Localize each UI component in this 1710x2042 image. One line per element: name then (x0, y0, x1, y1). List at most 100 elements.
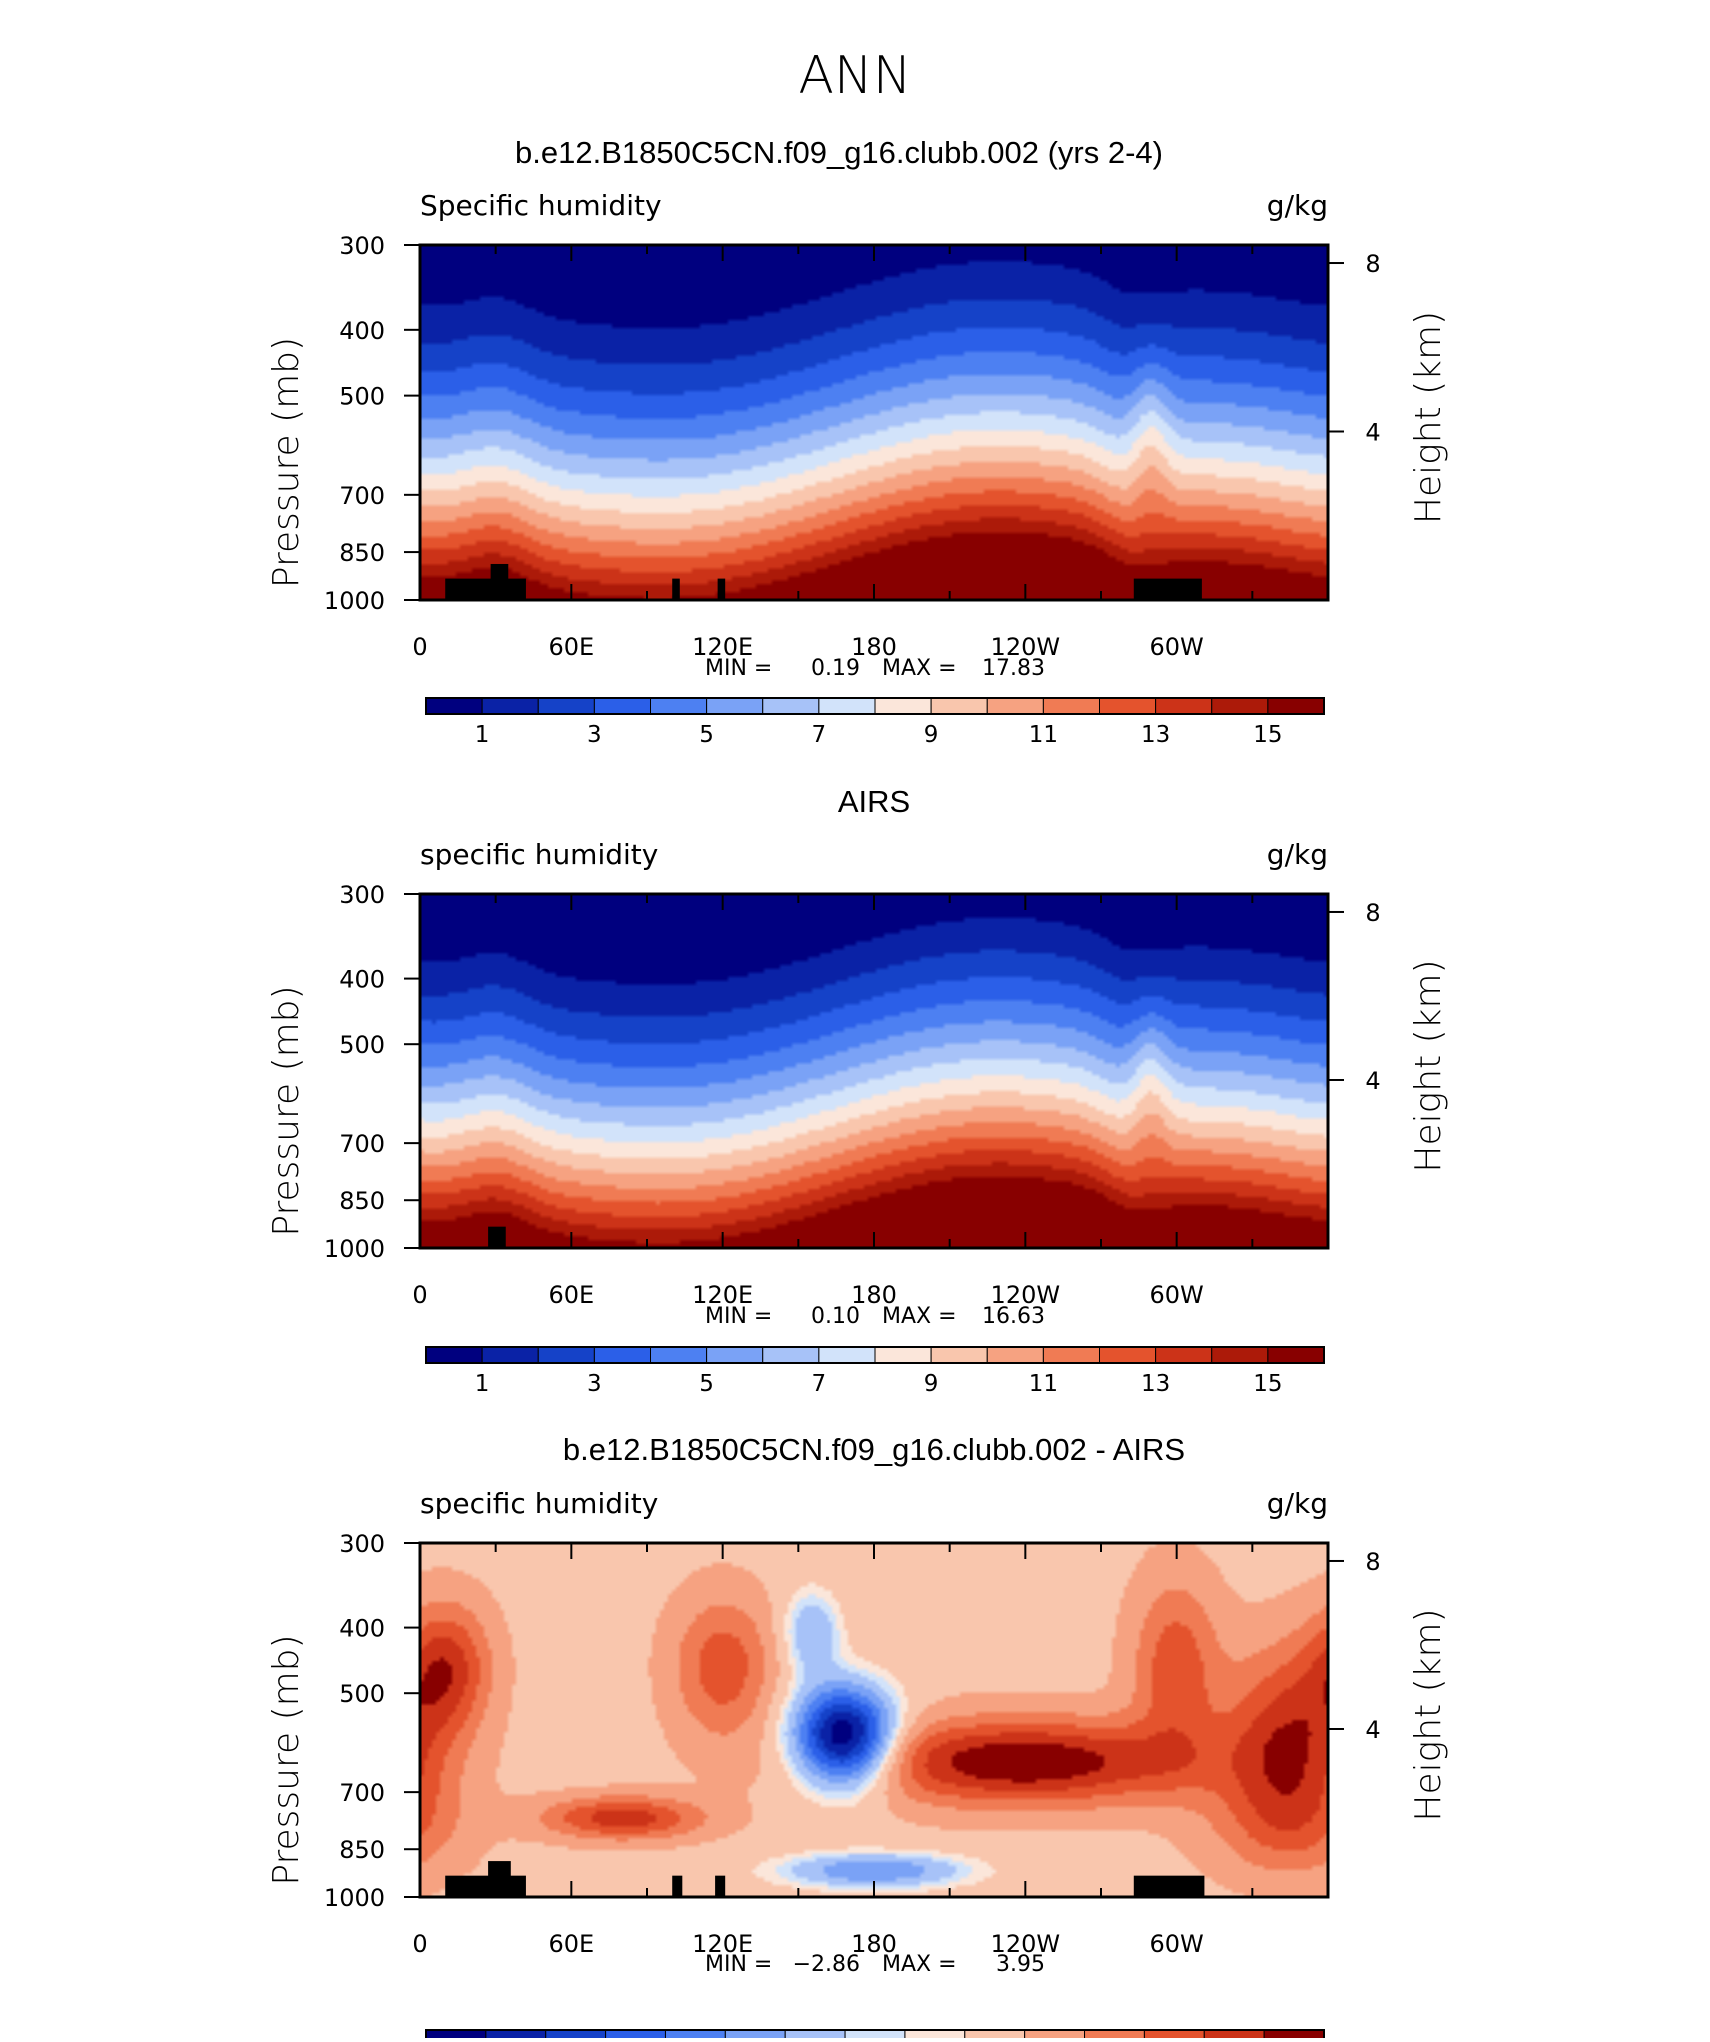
y-tick-label: 700 (339, 1130, 385, 1158)
colorbar-label: 11 (1029, 1371, 1058, 1397)
colorbar-swatch (593, 697, 651, 715)
colorbar-swatch (818, 1346, 876, 1364)
colorbar-swatch (485, 2029, 547, 2042)
colorbar-swatch (425, 697, 483, 715)
terrain-mask (717, 578, 726, 600)
colorbar-swatch (1042, 697, 1100, 715)
colorbar-swatch (930, 697, 988, 715)
colorbar-label: 15 (1253, 722, 1282, 748)
contour-field (420, 245, 1328, 600)
height-tick-label: 4 (1365, 1716, 1380, 1744)
x-tick-label: 120E (692, 1930, 753, 1958)
colorbar-swatch (706, 697, 764, 715)
colorbar-swatch (986, 1346, 1044, 1364)
field-label: Specific humidity (420, 189, 662, 222)
panel-3: b.e12.B1850C5CN.f09_g16.clubb.002 - AIRS… (266, 1432, 1449, 2042)
x-tick-label: 0 (412, 1930, 427, 1958)
x-tick-label: 60E (548, 1281, 594, 1309)
y-tick-label: 700 (339, 482, 385, 510)
x-tick-label: 120E (692, 633, 753, 661)
colorbar-swatch (605, 2029, 666, 2042)
colorbar: 1 3 5 7 9 11 13 15 (425, 697, 1325, 748)
colorbar-label: 9 (924, 1371, 939, 1397)
colorbar-swatch (1211, 1346, 1269, 1364)
terrain-mask (445, 1875, 526, 1897)
colorbar-swatch (1267, 697, 1325, 715)
max-value: 17.83 (982, 656, 1045, 681)
x-tick-label: 120W (991, 1930, 1061, 1958)
field-label: specific humidity (420, 1487, 658, 1520)
panel-title: b.e12.B1850C5CN.f09_g16.clubb.002 - AIRS (563, 1432, 1185, 1467)
colorbar-swatch (1155, 697, 1213, 715)
min-value: 0.10 (811, 1304, 860, 1329)
colorbar-label: 1 (475, 1371, 490, 1397)
panel-title: AIRS (838, 784, 910, 819)
colorbar-swatch (425, 1346, 483, 1364)
contour-field (420, 894, 1328, 1248)
colorbar-swatch (930, 1346, 988, 1364)
y-tick-label: 1000 (324, 1235, 385, 1263)
colorbar-swatch (1155, 1346, 1213, 1364)
terrain-mask (1133, 1875, 1205, 1897)
colorbar-frame (425, 697, 1325, 715)
colorbar-label: 13 (1141, 1371, 1170, 1397)
colorbar: −1.5−0.9−0.300.30.91.5 (425, 2029, 1325, 2042)
min-value: 0.19 (811, 656, 860, 681)
y-tick-label: 400 (339, 1615, 385, 1643)
colorbar-swatch (1143, 2029, 1205, 2042)
y-tick-label: 300 (339, 1530, 385, 1558)
colorbar-swatch (874, 697, 932, 715)
colorbar-label: 5 (699, 1371, 714, 1397)
colorbar-swatch (1099, 697, 1157, 715)
y-tick-label: 400 (339, 317, 385, 345)
panel-2: AIRS specific humidity g/kg 0 60E 120E 180 120W… (266, 784, 1449, 1397)
colorbar-label: 11 (1029, 722, 1058, 748)
colorbar-swatch (762, 1346, 820, 1364)
height-axis-label: Height (km) (1408, 311, 1449, 524)
colorbar-swatch (1203, 2029, 1265, 2042)
y-axis-label: Pressure (mb) (266, 985, 307, 1236)
colorbar-swatch (964, 2029, 1026, 2042)
panel-1: b.e12.B1850C5CN.f09_g16.clubb.002 (yrs 2… (266, 135, 1449, 748)
y-axis-label: Pressure (mb) (266, 337, 307, 588)
colorbar-swatch (818, 697, 876, 715)
x-tick-label: 60W (1150, 1281, 1204, 1309)
terrain-mask (490, 563, 509, 600)
height-tick-label: 4 (1365, 419, 1380, 447)
y-tick-label: 500 (339, 383, 385, 411)
colorbar-swatch (481, 1346, 539, 1364)
min-label: MIN = (705, 656, 772, 681)
colorbar-swatch (1267, 1346, 1325, 1364)
units-label: g/kg (1267, 1487, 1328, 1520)
x-tick-label: 60E (548, 1930, 594, 1958)
colorbar-swatch (1042, 1346, 1100, 1364)
terrain-mask (672, 1875, 683, 1897)
y-tick-label: 850 (339, 539, 385, 567)
colorbar-frame (425, 1346, 1325, 1364)
colorbar-swatch (650, 697, 708, 715)
x-tick-label: 0 (412, 633, 427, 661)
y-tick-label: 850 (339, 1836, 385, 1864)
terrain-mask (1133, 578, 1202, 600)
colorbar-swatch (904, 2029, 966, 2042)
x-tick-label: 60E (548, 633, 594, 661)
colorbar-swatch (706, 1346, 764, 1364)
x-tick-label: 60W (1150, 1930, 1204, 1958)
x-tick-label: 120W (991, 633, 1061, 661)
page-title: ANN (798, 46, 911, 106)
terrain-mask (672, 578, 680, 600)
y-tick-label: 700 (339, 1779, 385, 1807)
colorbar-label: 15 (1253, 1371, 1282, 1397)
min-value: −2.86 (793, 1952, 860, 1977)
max-label: MAX = (882, 1304, 957, 1329)
x-tick-label: 180 (851, 1930, 897, 1958)
colorbar-swatch (784, 2029, 846, 2042)
colorbar: 1 3 5 7 9 11 13 15 (425, 1346, 1325, 1397)
colorbar-swatch (1084, 2029, 1145, 2042)
colorbar-swatch (1099, 1346, 1157, 1364)
min-label: MIN = (705, 1304, 772, 1329)
colorbar-swatch (762, 697, 820, 715)
terrain-mask (715, 1875, 726, 1897)
colorbar-label: 13 (1141, 722, 1170, 748)
